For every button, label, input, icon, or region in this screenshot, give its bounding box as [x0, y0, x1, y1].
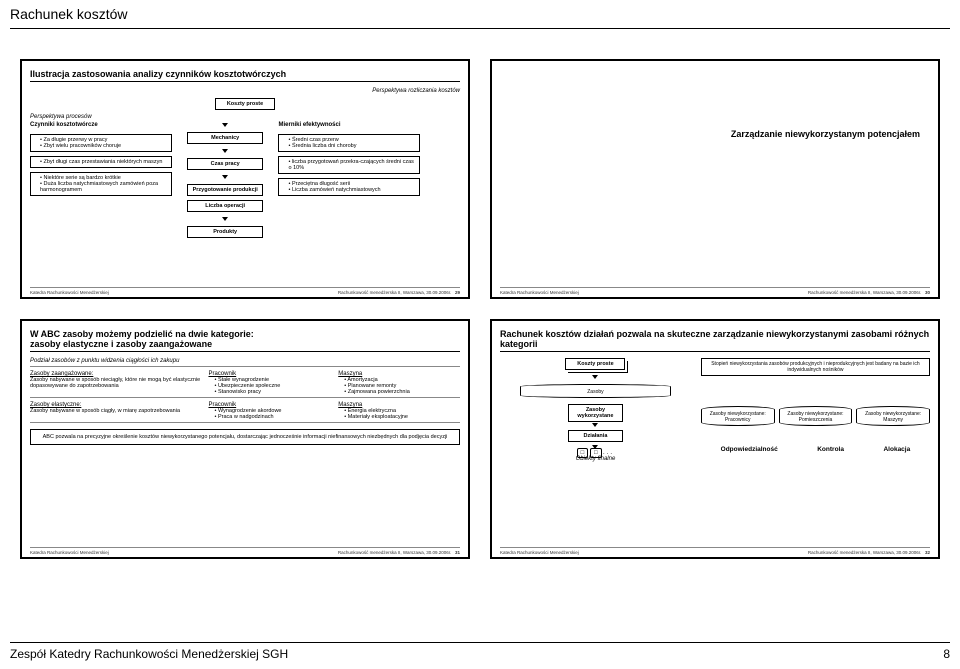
- band-label: Perspektywa rozliczania kosztów: [30, 88, 460, 94]
- cyl-1: Zasoby niewykorzystane: Pracownicy: [701, 406, 775, 426]
- box-zw: Zasoby wykorzystane: [568, 404, 623, 422]
- box-c3b: • liczba przygotowań przekra-czających ś…: [278, 156, 420, 174]
- r1t: Zasoby nabywane w sposób nieciągły, któr…: [30, 377, 200, 389]
- cyl-2: Zasoby niewykorzystane: Pomieszczenia: [779, 406, 853, 426]
- page-footer: Zespół Katedry Rachunkowości Menedżerski…: [0, 642, 960, 669]
- footer-page: 8: [943, 647, 950, 661]
- slide-footer: Katedra Rachunkowości Menedżerskiej Rach…: [500, 547, 930, 555]
- box-c3a: • Średni czas przerw • Średnia liczba dn…: [278, 134, 420, 152]
- obj-label: Obiekty finalne: [500, 456, 691, 462]
- slide-title: Rachunek kosztów działań pozwala na skut…: [500, 329, 930, 349]
- box-kp: Koszty proste: [565, 358, 625, 370]
- box-czas-pracy: Czas pracy: [187, 158, 263, 170]
- slides-grid: Ilustracja zastosowania analizy czynnikó…: [0, 29, 960, 569]
- box-c3c: • Przeciętna długość serii • Liczba zamó…: [278, 178, 420, 196]
- note: ABC pozwala na precyzyjne określenie kos…: [30, 429, 460, 445]
- cyl-3: Zasoby niewykorzystane: Maszyny: [856, 406, 930, 426]
- box-c1c: • Niektóre serie są bardzo krótkie • Duż…: [30, 172, 172, 196]
- box-produkty: Produkty: [187, 226, 263, 238]
- slide-30: Zarządzanie niewykorzystanym potencjałem…: [490, 59, 940, 299]
- slide-title: W ABC zasoby możemy podzielić na dwie ka…: [30, 329, 460, 349]
- box-przygotowanie: Przygotowanie produkcji: [187, 184, 263, 196]
- left-head: Perspektywa procesów: [30, 114, 460, 120]
- slide-footer: Katedra Rachunkowości Menedżerskiej Rach…: [500, 287, 930, 295]
- box-mechanicy: Mechanicy: [187, 132, 263, 144]
- cyl-zasoby: Zasoby: [520, 384, 671, 398]
- slide-32: Rachunek kosztów działań pozwala na skut…: [490, 319, 940, 559]
- slide-title: Ilustracja zastosowania analizy czynnikó…: [30, 69, 460, 79]
- col1-head: Czynniki kosztotwórcze: [30, 122, 172, 128]
- side-note: Stopień niewykorzystania zasobów produkc…: [701, 358, 930, 376]
- box-dz: Działania: [568, 430, 623, 442]
- footer-left: Zespół Katedry Rachunkowości Menedżerski…: [10, 647, 288, 661]
- page-title: Rachunek kosztów: [0, 0, 960, 28]
- slide-footer: Katedra Rachunkowości Menedżerskiej Rach…: [30, 287, 460, 295]
- slide-title: Zarządzanie niewykorzystanym potencjałem: [500, 129, 930, 139]
- col3-head: Mierniki efektywności: [278, 122, 420, 128]
- sub: Podział zasobów z punktu widzenia ciągło…: [30, 358, 460, 364]
- slide-footer: Katedra Rachunkowości Menedżerskiej Rach…: [30, 547, 460, 555]
- r2t: Zasoby nabywane w sposób ciągły, w miarę…: [30, 408, 200, 414]
- box-koszty-proste: Koszty proste: [215, 98, 275, 110]
- slide-29: Ilustracja zastosowania analizy czynnikó…: [20, 59, 470, 299]
- box-liczba-op: Liczba operacji: [187, 200, 263, 212]
- box-c1b: • Zbyt długi czas przestawiania niektóry…: [30, 156, 172, 168]
- bottom-labels: Odpowiedzialność Kontrola Alokacja: [701, 446, 930, 453]
- slide-31: W ABC zasoby możemy podzielić na dwie ka…: [20, 319, 470, 559]
- box-c1a: • Za długie przerwy w pracy • Zbyt wielu…: [30, 134, 172, 152]
